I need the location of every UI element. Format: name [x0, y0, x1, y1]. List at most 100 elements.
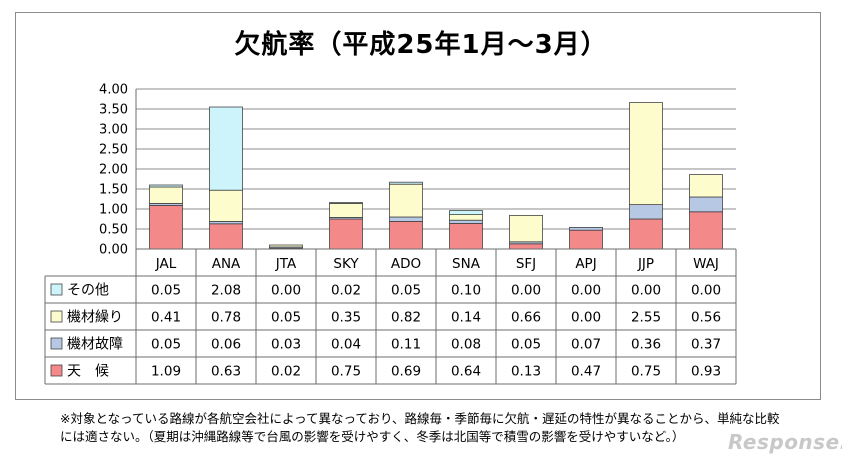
data-label: 0.11 [391, 337, 421, 353]
y-tick-label: 3.00 [99, 123, 128, 138]
footnote-line-2: には適さない。（夏期は沖縄路線等で台風の影響を受けやすく、冬季は北国等で積雪の影… [60, 429, 685, 444]
data-label: 0.06 [211, 337, 241, 353]
data-label: 0.35 [331, 310, 361, 326]
legend-swatch [50, 310, 63, 323]
x-tick-label: ANA [212, 256, 241, 272]
data-label: 0.64 [451, 364, 481, 380]
data-label: 0.05 [151, 283, 181, 299]
bar-segment [509, 214, 543, 243]
data-label: 0.08 [451, 337, 481, 353]
data-label: 0.10 [451, 283, 481, 299]
data-label: 1.09 [151, 364, 181, 380]
watermark-logo: Response. [728, 430, 842, 454]
bar-segment [209, 189, 243, 222]
data-label: 0.02 [331, 283, 361, 299]
x-tick-label: WAJ [693, 256, 719, 272]
x-tick-label: APJ [575, 256, 596, 272]
data-label: 0.00 [571, 283, 601, 299]
y-tick-label: 1.00 [99, 203, 128, 218]
footnote-line-1: ※対象となっている路線が各航空会社によって異なっており、路線毎・季節毎に欠航・遅… [60, 411, 780, 426]
data-label: 0.04 [331, 337, 361, 353]
bar-segment [209, 223, 243, 250]
data-label: 0.93 [691, 364, 721, 380]
bar-segment [269, 244, 303, 248]
data-label: 0.78 [211, 310, 241, 326]
data-label: 0.07 [571, 337, 601, 353]
y-tick-label: 0.50 [99, 223, 128, 238]
bar-segment [329, 202, 363, 218]
x-tick-label: JTA [275, 256, 297, 272]
bar-segment [509, 243, 543, 250]
footnote: ※対象となっている路線が各航空会社によって異なっており、路線毎・季節毎に欠航・遅… [60, 410, 830, 446]
x-tick-label: JJP [637, 256, 654, 272]
legend-swatch [50, 283, 63, 296]
bar-segment [449, 214, 483, 221]
x-tick-label: ADO [391, 256, 421, 272]
y-tick-label: 2.50 [99, 143, 128, 158]
data-label: 0.00 [571, 310, 601, 326]
bar-segment [689, 174, 723, 198]
bar-segment [149, 204, 183, 250]
x-tick-label: JAL [155, 256, 177, 272]
bar-segment [569, 226, 603, 231]
data-label: 0.00 [271, 283, 301, 299]
data-label: 0.13 [511, 364, 541, 380]
data-label: 0.14 [451, 310, 481, 326]
data-label: 0.05 [151, 337, 181, 353]
data-label: 0.41 [151, 310, 181, 326]
data-label: 0.00 [511, 283, 541, 299]
bar-segment [209, 106, 243, 191]
data-label: 0.75 [631, 364, 661, 380]
bar-segment [689, 211, 723, 250]
data-label: 2.55 [631, 310, 661, 326]
bar-segment [329, 218, 363, 250]
data-label: 0.00 [631, 283, 661, 299]
stacked-bar-chart: 0.00 0.50 1.00 1.50 2.00 2.50 3.00 3.50 4.00 JAL A… [44, 83, 737, 385]
bar-segment [629, 102, 663, 205]
data-label: 0.66 [511, 310, 541, 326]
bar-segment [389, 183, 423, 218]
bar-segment [449, 210, 483, 216]
y-tick-label: 3.50 [99, 103, 128, 118]
bar-segment [149, 186, 183, 204]
data-label: 0.05 [511, 337, 541, 353]
bar-segment [569, 229, 603, 250]
bar-segment [629, 204, 663, 220]
bar-segment [329, 202, 363, 204]
data-label: 2.08 [211, 283, 241, 299]
y-tick-label: 2.00 [99, 163, 128, 178]
data-label: 0.36 [631, 337, 661, 353]
legend-entry: 機材繰り [67, 310, 123, 326]
x-tick-label: SKY [333, 256, 359, 272]
data-label: 0.56 [691, 310, 721, 326]
legend-entry: その他 [67, 283, 109, 299]
x-tick-label: SNA [452, 256, 481, 272]
bar-segment [389, 220, 423, 250]
data-label: 0.03 [271, 337, 301, 353]
y-tick-label: 1.50 [99, 183, 128, 198]
data-label: 0.63 [211, 364, 241, 380]
bar-segment [449, 222, 483, 250]
bar-segment [449, 219, 483, 224]
legend-swatch [50, 364, 63, 377]
data-label: 0.05 [271, 310, 301, 326]
data-label: 0.00 [691, 283, 721, 299]
legend-swatch [50, 337, 63, 350]
data-label: 0.05 [391, 283, 421, 299]
y-tick-label: 0.00 [99, 243, 128, 258]
data-label: 0.47 [571, 364, 601, 380]
bar-segment [389, 216, 423, 222]
data-label: 0.02 [271, 364, 301, 380]
bar-segment [389, 181, 423, 185]
chart-title: 欠航率（平成25年1月～3月） [234, 30, 608, 60]
y-tick-label: 4.00 [99, 83, 128, 98]
data-label: 0.82 [391, 310, 421, 326]
data-label: 0.69 [391, 364, 421, 380]
legend-entry: 天 候 [67, 364, 109, 380]
data-label: 0.37 [691, 337, 721, 353]
bar-segment [149, 184, 183, 188]
bar-segment [629, 218, 663, 250]
bar-segment [689, 196, 723, 213]
x-tick-label: SFJ [516, 256, 536, 272]
data-label: 0.75 [331, 364, 361, 380]
